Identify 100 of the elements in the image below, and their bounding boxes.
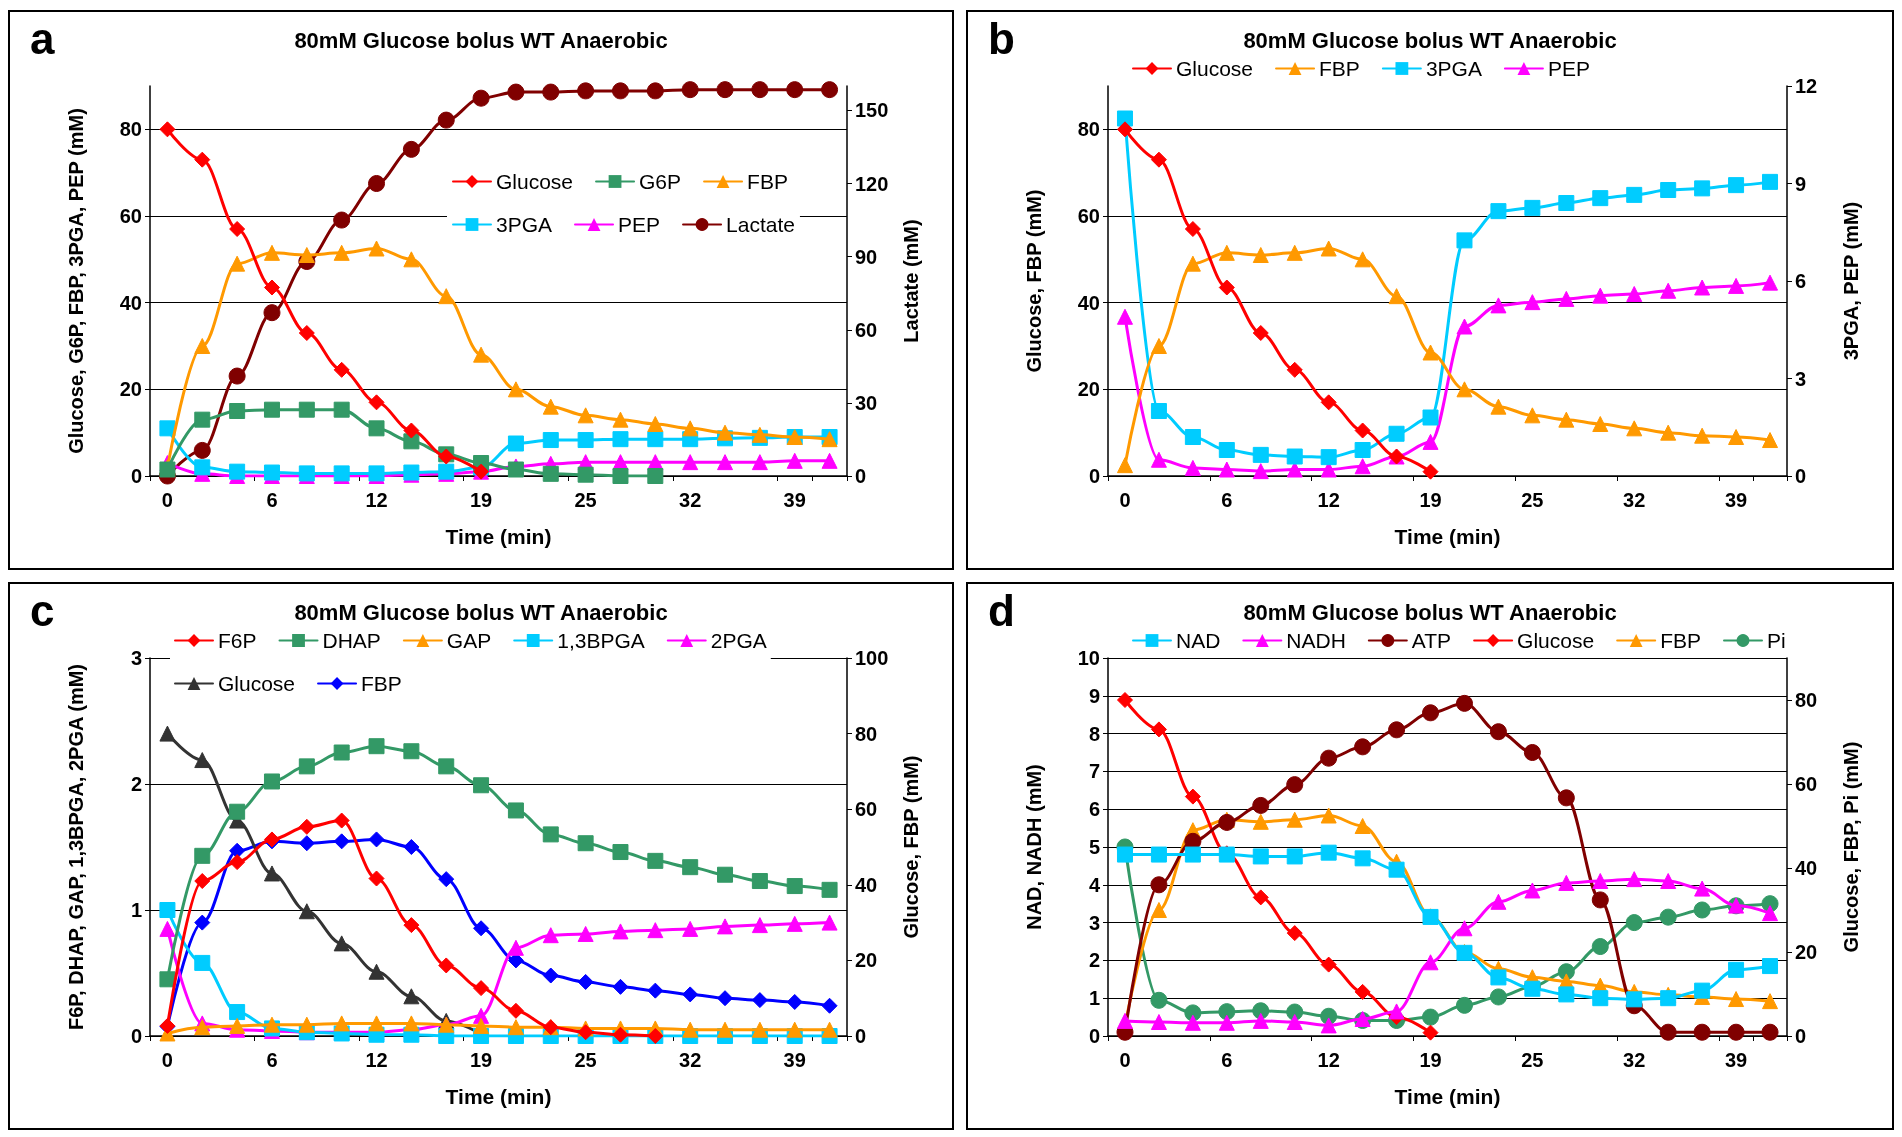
y-tick-label: 0 (130, 1025, 142, 1047)
y-tick-label: 20 (119, 378, 142, 401)
x-tick-label: 32 (679, 1049, 702, 1071)
legend-label: PEP (1547, 57, 1590, 80)
y2-tick-label: 150 (855, 99, 889, 122)
legend-label: ATP (1411, 629, 1452, 652)
y2-tick-label: 0 (855, 1025, 867, 1047)
legend-label: PEP (618, 213, 661, 236)
x-tick-label: 19 (469, 1049, 493, 1071)
y-tick-label: 2 (130, 773, 142, 795)
legend-label: Pi (1767, 629, 1786, 652)
legend-label: NADH (1286, 629, 1346, 652)
y2-tick-label: 90 (855, 245, 878, 268)
y-tick-label: 4 (1088, 873, 1101, 896)
y-tick-label: 60 (119, 205, 142, 227)
legend-label: G6P (639, 170, 682, 193)
y-axis-title: F6P, DHAP, GAP, 1,3BPGA, 2PGA (mM) (65, 663, 87, 1031)
y-tick-label: 8 (1088, 722, 1100, 745)
y2-tick-label: 60 (1795, 773, 1818, 795)
y-tick-label: 10 (1077, 647, 1100, 669)
x-tick-label: 25 (1521, 1049, 1544, 1071)
y2-tick-label: 0 (855, 465, 867, 487)
y-tick-label: 3 (130, 647, 142, 669)
y-tick-label: 0 (130, 465, 142, 487)
y-tick-label: 80 (119, 118, 142, 141)
y2-tick-label: 60 (855, 318, 878, 341)
y-tick-label: 3 (1088, 911, 1100, 934)
x-tick-label: 32 (679, 489, 702, 511)
legend-label: FBP (1319, 57, 1360, 80)
y-tick-label: 40 (119, 291, 142, 314)
x-axis-title: Time (min) (1394, 1085, 1501, 1108)
y2-tick-label: 0 (1795, 465, 1807, 487)
y2-tick-label: 3 (1795, 367, 1807, 390)
x-tick-label: 32 (1623, 489, 1646, 511)
x-tick-label: 6 (266, 489, 278, 511)
legend-label: F6P (218, 629, 257, 652)
x-tick-label: 19 (1419, 489, 1442, 511)
y-tick-label: 1 (130, 899, 142, 921)
legend-label: Glucose (1517, 629, 1595, 652)
text: b (988, 13, 1015, 63)
y2-tick-label: 100 (855, 647, 889, 669)
x-axis-title: Time (min) (445, 1085, 552, 1108)
y-tick-label: 5 (1088, 836, 1100, 858)
x-tick-label: 39 (783, 1049, 806, 1071)
legend-label: FBP (747, 170, 788, 193)
y2-tick-label: 12 (1795, 75, 1818, 97)
x-tick-label: 12 (365, 489, 388, 511)
x-tick-label: 19 (1419, 1049, 1442, 1071)
legend-label: Glucose (496, 170, 574, 193)
chart-title: 80mM Glucose bolus WT Anaerobic (1243, 599, 1617, 625)
x-tick-label: 25 (1521, 489, 1544, 511)
y-tick-label: 2 (1088, 949, 1100, 972)
y2-axis-title: Lactate (mM) (900, 219, 923, 343)
y2-tick-label: 20 (855, 949, 878, 972)
y2-tick-label: 120 (855, 172, 889, 195)
y-tick-label: 80 (1077, 118, 1100, 141)
y-tick-label: 0 (1088, 465, 1100, 487)
legend-label: 2PGA (710, 629, 767, 652)
legend-label: GAP (446, 629, 492, 652)
y2-tick-label: 30 (855, 391, 878, 414)
x-tick-label: 39 (1724, 1049, 1748, 1071)
x-tick-label: 6 (1221, 489, 1233, 511)
x-tick-label: 0 (1119, 1049, 1131, 1071)
y-tick-label: 60 (1077, 205, 1100, 227)
x-axis-title: Time (min) (445, 525, 552, 548)
x-tick-label: 12 (365, 1049, 388, 1071)
y2-axis-title: Glucose, FBP (mM) (900, 755, 923, 939)
text: d (988, 585, 1015, 635)
text: a (30, 13, 55, 63)
x-axis-title: Time (min) (1394, 525, 1501, 548)
legend-label: 1,3BPGA (557, 629, 645, 652)
x-tick-label: 39 (783, 489, 806, 511)
y2-tick-label: 80 (855, 722, 878, 745)
x-tick-label: 39 (1724, 489, 1748, 511)
legend-label: DHAP (322, 629, 381, 652)
legend-label: NAD (1176, 629, 1221, 652)
y-tick-label: 9 (1088, 684, 1100, 707)
y-axis-title: Glucose, G6P, FBP, 3PGA, PEP (mM) (65, 108, 87, 454)
legend-label: Lactate (726, 213, 795, 236)
x-tick-label: 6 (266, 1049, 278, 1071)
x-tick-label: 19 (469, 489, 493, 511)
y2-tick-label: 9 (1795, 172, 1807, 195)
y-tick-label: 1 (1088, 987, 1100, 1010)
x-tick-label: 32 (1623, 1049, 1646, 1071)
y2-tick-label: 6 (1795, 270, 1807, 292)
x-tick-label: 12 (1317, 1049, 1340, 1071)
y2-tick-label: 40 (855, 873, 878, 896)
text: c (30, 585, 55, 635)
legend-label: 3PGA (496, 213, 553, 236)
x-tick-label: 6 (1221, 1049, 1233, 1071)
chart-title: 80mM Glucose bolus WT Anaerobic (294, 599, 668, 625)
chart-title: 80mM Glucose bolus WT Anaerobic (294, 27, 668, 53)
y2-tick-label: 60 (855, 798, 878, 821)
x-tick-label: 25 (574, 1049, 597, 1071)
legend-label: FBP (1660, 629, 1702, 652)
y-tick-label: 40 (1077, 291, 1100, 314)
y-axis-title: NAD, NADH (mM) (1023, 764, 1045, 930)
legend-label: Glucose (1176, 57, 1254, 80)
y2-tick-label: 40 (1795, 857, 1818, 879)
y2-tick-label: 20 (1795, 941, 1818, 963)
